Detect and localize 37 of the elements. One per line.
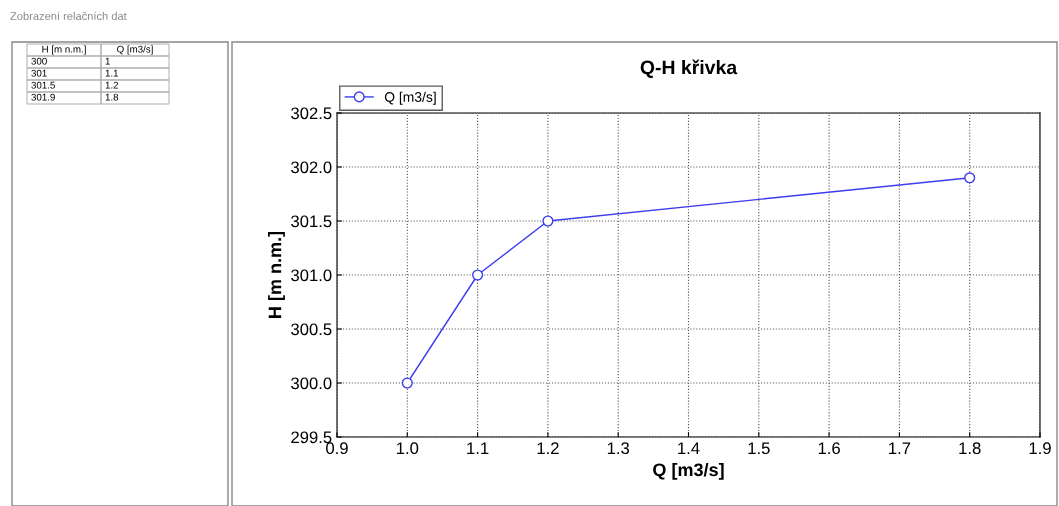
- text: 1.1: [105, 69, 119, 77]
- y-tick-label: 301.0: [291, 269, 332, 282]
- text: Zobrazení relačních dat: [10, 11, 127, 20]
- y-tick-label: 299.5: [291, 431, 332, 444]
- chart-title: Q-H křivka: [640, 59, 738, 78]
- x-tick-label: 1.6: [818, 442, 840, 455]
- x-tick-label: 1.7: [889, 442, 911, 454]
- point: [472, 269, 484, 281]
- x-tick-label: 1.8: [959, 442, 981, 455]
- x-tick-label: 1.4: [678, 442, 700, 454]
- legend-label: Q [m3/s]: [384, 91, 436, 105]
- text: 301.5: [31, 81, 55, 89]
- y-tick-label: 301.5: [291, 215, 332, 228]
- x-tick-label: 1.2: [537, 442, 559, 454]
- y-tick-label: 302.5: [291, 107, 332, 120]
- text: H [m n.m.]: [42, 45, 86, 55]
- x-tick-label: 1.3: [607, 442, 630, 455]
- text: 301.9: [31, 93, 55, 101]
- text: Q [m3/s]: [117, 45, 153, 55]
- x-tick-label: 1.1: [467, 442, 489, 454]
- text: 1: [105, 57, 110, 65]
- text: 1.2: [105, 81, 119, 89]
- x-tick-label: 1.0: [396, 442, 419, 455]
- y-axis-title: H [m n.m.]: [268, 231, 285, 318]
- x-axis-title: Q [m3/s]: [653, 462, 724, 480]
- x-tick-label: 0.9: [326, 442, 348, 455]
- point: [542, 215, 554, 227]
- x-tick-label: 1.9: [1029, 442, 1051, 455]
- point: [964, 172, 976, 184]
- x-tick-label: 1.5: [748, 442, 770, 455]
- y-tick-label: 300.0: [291, 377, 332, 390]
- y-tick-label: 300.5: [291, 323, 332, 336]
- text: 300: [31, 57, 47, 65]
- y-tick-label: 302.0: [291, 161, 332, 174]
- text: 301: [31, 69, 47, 77]
- point: [401, 377, 413, 389]
- text: 1.8: [105, 93, 119, 101]
